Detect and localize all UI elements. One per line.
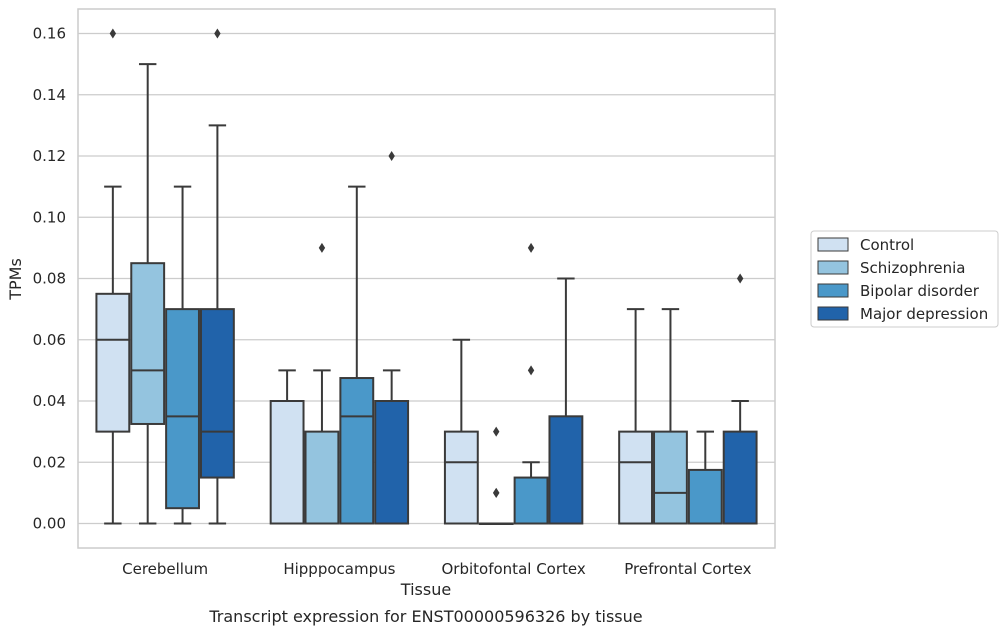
- legend-swatch: [817, 283, 849, 298]
- x-tick-label: Prefrontal Cortex: [624, 560, 751, 578]
- box-body: [130, 262, 166, 425]
- box-0-3: [199, 28, 235, 525]
- box-2-2: [513, 242, 549, 525]
- y-tick-label: 0.04: [33, 392, 66, 410]
- outlier-point: [388, 151, 395, 161]
- y-tick-label: 0.08: [33, 270, 66, 288]
- legend-frame: [810, 230, 999, 328]
- box-body: [687, 468, 723, 525]
- box-body: [722, 430, 758, 525]
- box-body: [199, 308, 235, 479]
- chart-caption: Transcript expression for ENST0000059632…: [208, 607, 642, 626]
- outlier-point: [493, 487, 500, 498]
- box-body: [165, 308, 200, 510]
- y-tick-label: 0.06: [33, 331, 66, 349]
- y-tick-label: 0.14: [33, 86, 66, 104]
- legend: Control Schizophrenia Bipolar disorder Majo…: [810, 230, 999, 328]
- y-axis-title: TPMs: [6, 258, 25, 301]
- outlier-point: [493, 426, 500, 437]
- box-2-1: [478, 426, 514, 525]
- box-3-3: [722, 273, 758, 525]
- legend-swatch: [817, 260, 849, 275]
- y-tick-label: 0.16: [33, 25, 66, 43]
- box-3-2: [687, 430, 723, 525]
- outlier-point: [318, 242, 326, 253]
- box-body: [95, 292, 131, 433]
- box-3-1: [653, 308, 688, 525]
- boxes-layer: [95, 28, 758, 525]
- box-0-1: [130, 63, 166, 525]
- box-body: [269, 400, 305, 525]
- box-1-2: [339, 185, 375, 525]
- box-body: [618, 430, 654, 525]
- box-2-0: [443, 338, 479, 525]
- box-0-0: [95, 28, 131, 525]
- box-1-3: [374, 151, 410, 525]
- box-2-3: [548, 277, 584, 525]
- box-body: [339, 377, 375, 525]
- y-tick-label: 0.12: [33, 147, 66, 165]
- legend-swatch: [817, 237, 849, 252]
- legend-label: Control: [860, 236, 914, 254]
- outlier-point: [109, 28, 117, 39]
- plot-area-frame: [77, 8, 776, 549]
- box-body: [548, 415, 584, 525]
- y-tick-label: 0.10: [33, 208, 66, 226]
- x-tick-label: Hipppocampus: [283, 560, 395, 578]
- box-1-0: [269, 369, 305, 525]
- legend-label: Major depression: [860, 305, 988, 323]
- legend-label: Bipolar disorder: [860, 282, 980, 300]
- box-body: [653, 430, 688, 525]
- box-3-0: [618, 308, 654, 525]
- x-tick-label: Orbitofontal Cortex: [442, 560, 586, 578]
- y-tick-label: 0.00: [33, 515, 66, 533]
- box-body: [513, 476, 549, 525]
- outlier-point: [214, 28, 221, 39]
- x-tick-label: Cerebellum: [122, 560, 208, 578]
- box-body: [374, 400, 410, 525]
- outlier-point: [527, 365, 535, 376]
- box-1-1: [304, 242, 340, 525]
- box-body: [304, 430, 340, 525]
- y-tick-labels: 0.00 0.02 0.04 0.06 0.08 0.10 0.12 0.14 0.16: [33, 25, 66, 533]
- x-axis-title: Tissue: [400, 580, 451, 599]
- y-tick-label: 0.02: [33, 453, 66, 471]
- legend-swatch: [817, 306, 849, 321]
- outlier-point: [736, 273, 744, 284]
- box-body: [443, 430, 479, 525]
- box-0-2: [165, 185, 200, 525]
- x-tick-labels: Cerebellum Hipppocampus Orbitofontal Corte…: [122, 560, 751, 578]
- outlier-point: [527, 242, 535, 253]
- legend-label: Schizophrenia: [860, 259, 965, 277]
